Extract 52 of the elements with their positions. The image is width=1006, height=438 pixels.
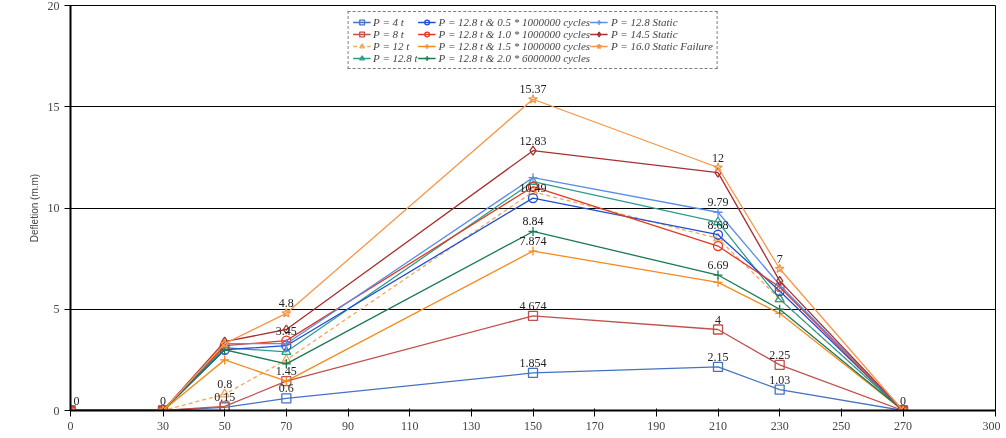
data-label: 12 (712, 150, 724, 165)
y-tick-label: 15 (47, 99, 60, 114)
x-tick-label: 230 (770, 418, 789, 433)
data-label: 8.84 (522, 214, 544, 229)
data-label: 0.15 (214, 390, 236, 405)
legend-label: P = 12 t (373, 40, 410, 52)
data-label: 4 (715, 312, 721, 327)
data-label: 12.83 (519, 133, 547, 148)
legend-label: P = 12.8 t & 2.0 * 6000000 cycles (438, 52, 591, 64)
x-tick-label: 50 (218, 418, 231, 433)
data-label: 6.69 (707, 258, 729, 273)
x-tick-label: 130 (462, 418, 481, 433)
x-tick-label: 210 (709, 418, 727, 433)
x-tick-label: 70 (280, 418, 293, 433)
y-tick-label: 5 (53, 302, 60, 317)
data-label: 15.37 (519, 82, 547, 97)
data-label: 0 (900, 393, 906, 408)
legend-label: P = 16.0 Static Failure (611, 40, 713, 52)
x-tick-label: 270 (894, 418, 912, 433)
x-tick-label: 250 (832, 418, 851, 433)
legend-label: P = 12.8 t & 1.5 * 1000000 cycles (438, 40, 591, 52)
x-tick-label: 30 (157, 418, 169, 433)
y-tick-label: 0 (53, 403, 60, 418)
legend-label: P = 4 t (373, 16, 404, 28)
data-label: 7.874 (519, 234, 547, 249)
data-label: 2.25 (769, 347, 791, 362)
data-label: 1.45 (275, 364, 297, 379)
y-tick-label: 10 (47, 201, 60, 215)
y-tick-label: 20 (47, 0, 60, 13)
x-tick-label: 0 (67, 418, 74, 433)
data-label: 0 (160, 393, 166, 408)
data-label: 7 (776, 251, 783, 266)
x-tick-label: 110 (400, 418, 419, 433)
x-tick-label: 90 (342, 418, 354, 433)
data-label: 4.8 (278, 296, 294, 311)
legend-label: P = 8 t (373, 28, 404, 40)
legend-label: P = 12.8 Static (611, 16, 678, 28)
data-label: 2.15 (707, 349, 729, 364)
x-tick-label: 190 (647, 418, 666, 433)
legend-label: P = 12.8 t (373, 52, 418, 64)
y-axis-title: Defletion (m.m) (28, 173, 40, 243)
x-tick-label: 170 (585, 418, 604, 433)
x-tick-label: 150 (524, 418, 542, 433)
data-label: 9.79 (707, 195, 729, 210)
legend-label: P = 12.8 t & 0.5 * 1000000 cycles (438, 16, 591, 28)
x-tick-label: 300 (982, 418, 1001, 433)
data-label: 0 (73, 393, 80, 408)
data-label: 1.03 (769, 372, 791, 387)
legend-label: P = 14.5 Static (611, 28, 678, 40)
data-label: 1.854 (519, 355, 547, 370)
legend-label: P = 12.8 t & 1.0 * 1000000 cycles (438, 28, 591, 40)
data-label: 0.8 (217, 377, 233, 392)
